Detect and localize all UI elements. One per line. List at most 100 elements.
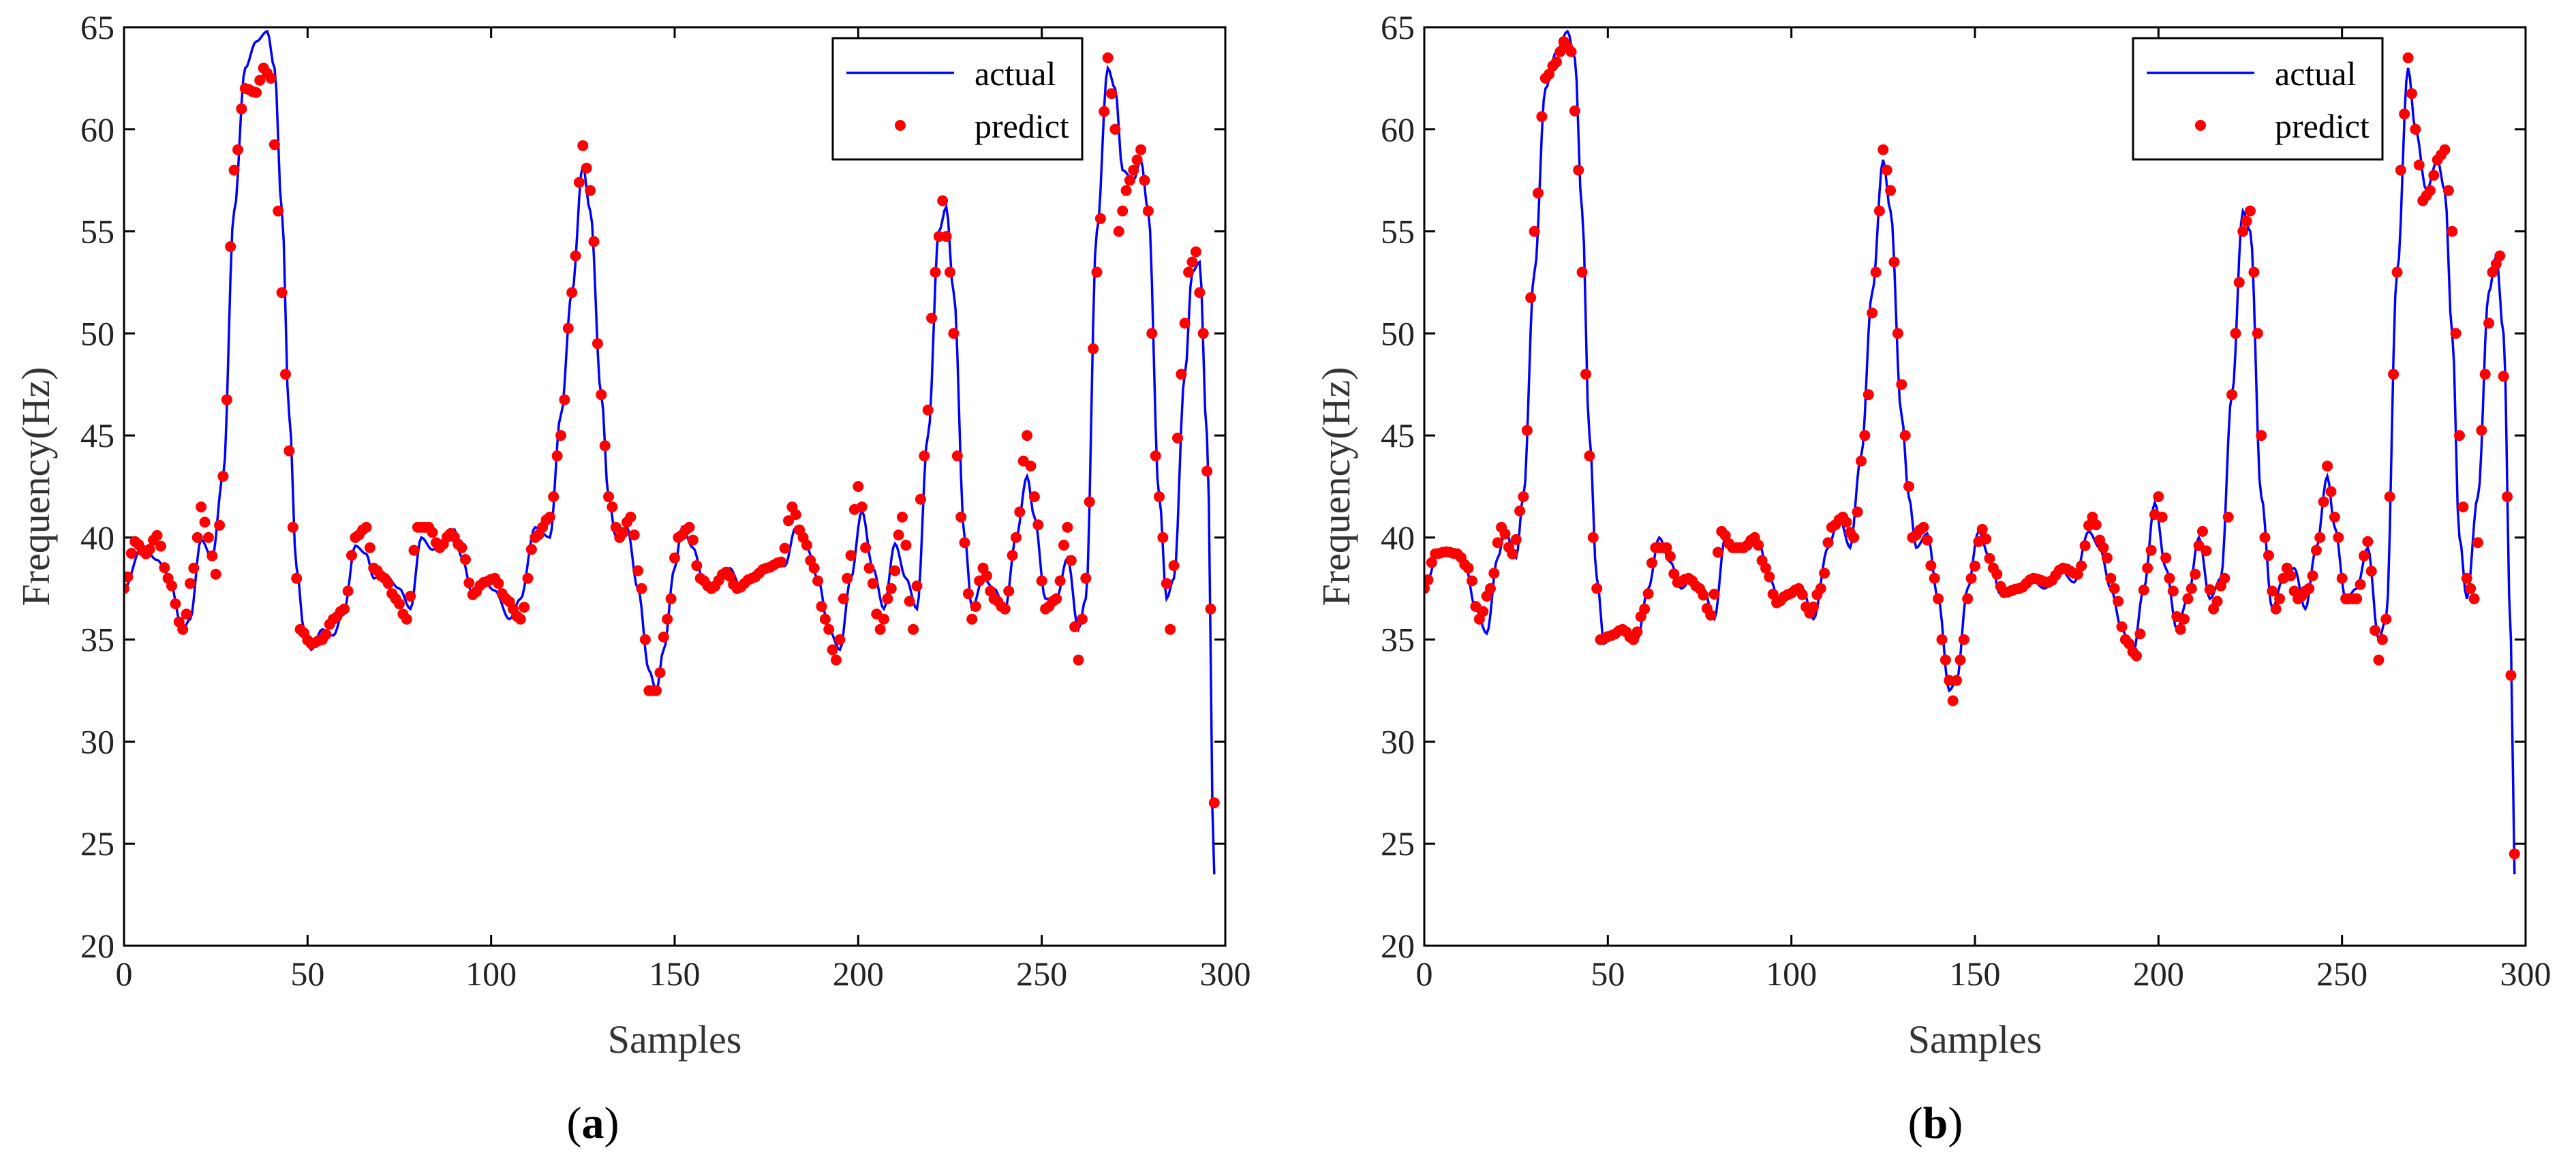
predict-point <box>342 585 354 597</box>
y-tick-label: 35 <box>1381 621 1415 659</box>
x-tick-label: 100 <box>1766 955 1817 993</box>
predict-point <box>1208 797 1220 809</box>
predict-point <box>1962 593 1974 604</box>
predict-point <box>2274 593 2286 604</box>
predict-point <box>206 550 218 561</box>
predict-point <box>280 369 291 380</box>
predict-point <box>1161 578 1172 589</box>
predict-point <box>1664 551 1676 562</box>
predict-point <box>1117 205 1129 217</box>
predict-point <box>1051 593 1062 604</box>
predict-point <box>1591 583 1603 594</box>
predict-point <box>2461 572 2472 584</box>
x-tick-label: 50 <box>290 955 324 993</box>
predict-point <box>592 338 603 350</box>
predict-point <box>1896 379 1907 390</box>
predict-point <box>519 602 530 613</box>
predict-point <box>2076 560 2087 572</box>
predict-point <box>1025 461 1037 472</box>
predict-point <box>1929 572 1940 584</box>
predict-point <box>2468 593 2480 604</box>
predict-point <box>1426 557 1437 568</box>
predict-point <box>2307 570 2318 582</box>
predict-point <box>2487 266 2498 278</box>
predict-point <box>2439 144 2451 155</box>
y-tick-label: 60 <box>80 110 114 149</box>
predict-point <box>202 531 214 543</box>
predict-point <box>1150 450 1161 462</box>
predict-point <box>1135 144 1147 155</box>
predict-point <box>904 596 915 607</box>
x-axis-label: Samples <box>1908 1017 2042 1062</box>
predict-point <box>2428 170 2440 181</box>
x-tick-label: 300 <box>2500 955 2551 993</box>
y-tick-label: 40 <box>1381 519 1415 557</box>
predict-point <box>1113 226 1124 237</box>
y-tick-label: 20 <box>80 927 114 965</box>
predict-point <box>2131 650 2142 662</box>
predict-point <box>1639 603 1651 615</box>
predict-point <box>1808 601 1819 613</box>
predict-point <box>559 394 570 405</box>
predict-point <box>1172 432 1183 444</box>
y-axis-label: Frequency(Hz) <box>14 367 58 606</box>
predict-point <box>1947 695 1959 707</box>
predict-point <box>1518 491 1529 502</box>
predict-point <box>181 608 192 620</box>
predict-point <box>214 519 226 531</box>
predict-point <box>2285 570 2297 582</box>
predict-point <box>1099 106 1110 117</box>
predict-point <box>607 501 618 512</box>
predict-point <box>1120 185 1132 196</box>
predict-point <box>515 613 526 625</box>
predict-point <box>948 328 960 339</box>
predict-point <box>808 562 820 574</box>
predict-point <box>394 598 405 610</box>
predict-point <box>1011 531 1022 543</box>
predict-point <box>210 568 221 580</box>
predict-point <box>966 613 978 625</box>
predict-point <box>1467 575 1477 587</box>
predict-point <box>1139 174 1150 186</box>
predict-point <box>456 542 467 553</box>
predict-point <box>1492 537 1503 548</box>
x-tick-label: 50 <box>1591 955 1625 993</box>
predict-point <box>1877 144 1889 155</box>
predict-point <box>1976 523 1988 535</box>
predict-point <box>339 603 350 615</box>
predict-point <box>2179 613 2190 625</box>
predict-point <box>577 140 589 151</box>
predict-point <box>2410 123 2421 135</box>
predict-point <box>291 572 303 584</box>
predict-point <box>893 529 904 541</box>
predict-point <box>2314 531 2326 543</box>
predict-point <box>831 654 842 666</box>
predict-point <box>2164 572 2175 584</box>
predict-point <box>2233 277 2245 288</box>
predict-point <box>1176 369 1187 380</box>
predict-point <box>1587 531 1599 543</box>
predict-point <box>124 583 129 594</box>
predict-point <box>588 236 600 247</box>
predict-point <box>1179 318 1191 329</box>
predict-point <box>2373 654 2385 666</box>
predict-point <box>2472 537 2483 548</box>
predict-point <box>1933 593 1944 604</box>
predict-point <box>2479 369 2491 380</box>
predict-point <box>1565 46 1577 57</box>
y-ticks: 20 25 30 35 40 45 50 55 60 65 <box>80 8 1225 965</box>
predict-point <box>320 629 332 640</box>
predict-point <box>2197 525 2208 537</box>
predict-point <box>2376 634 2388 645</box>
predict-point <box>1201 465 1213 477</box>
predict-point <box>617 527 629 538</box>
predict-point <box>2175 623 2186 635</box>
predict-point <box>834 634 846 645</box>
predict-point <box>225 241 236 252</box>
predict-point <box>1936 634 1948 645</box>
predict-point <box>1488 568 1500 579</box>
legend-box <box>2132 37 2384 161</box>
predict-point <box>581 162 592 174</box>
